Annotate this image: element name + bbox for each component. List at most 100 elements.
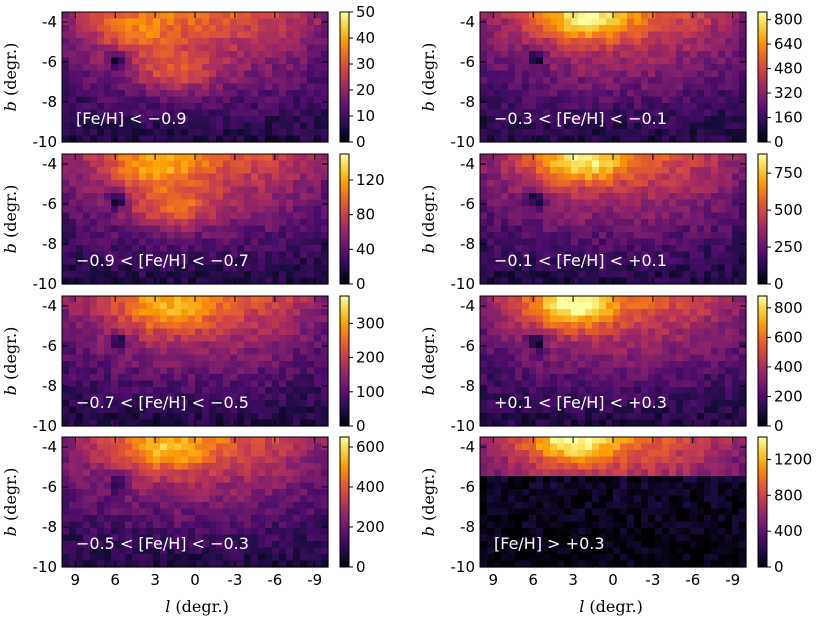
heatmap-cell <box>522 51 530 59</box>
heatmap-cell <box>494 25 502 33</box>
heatmap-cell <box>230 554 238 562</box>
heatmap-cell <box>683 154 691 162</box>
heatmap-cell <box>592 31 600 39</box>
heatmap-cell <box>69 154 77 162</box>
heatmap-cell <box>725 167 733 175</box>
panel-metallicity-label: [Fe/H] < −0.9 <box>76 109 187 128</box>
heatmap-cell <box>634 315 642 323</box>
heatmap-cell <box>522 25 530 33</box>
heatmap-cell <box>307 129 315 137</box>
heatmap-cell <box>293 116 301 124</box>
heatmap-cell <box>258 547 266 555</box>
heatmap-cell <box>739 173 747 181</box>
heatmap-cell <box>321 238 329 246</box>
heatmap-cell <box>265 315 273 323</box>
heatmap-cell <box>244 508 252 516</box>
heatmap-cell <box>571 186 579 194</box>
heatmap-cell <box>104 341 112 349</box>
heatmap-cell <box>286 406 294 414</box>
heatmap-cell <box>571 12 579 20</box>
heatmap-cell <box>732 193 740 201</box>
heatmap-cell <box>515 38 523 46</box>
heatmap-cell <box>634 109 642 117</box>
heatmap-cell <box>627 302 635 310</box>
heatmap-cell <box>167 109 175 117</box>
heatmap-cell <box>202 186 210 194</box>
heatmap-cell <box>669 232 677 240</box>
heatmap-cell <box>739 25 747 33</box>
heatmap-cell <box>97 547 105 555</box>
heatmap-cell <box>111 77 119 85</box>
heatmap-cell <box>279 309 287 317</box>
heatmap-cell <box>557 315 565 323</box>
heatmap-cell <box>529 315 537 323</box>
heatmap-cell <box>209 315 217 323</box>
heatmap-cell <box>578 129 586 137</box>
heatmap-cell <box>69 219 77 227</box>
heatmap-cell <box>571 302 579 310</box>
heatmap-cell <box>111 495 119 503</box>
heatmap-cell <box>118 180 126 188</box>
heatmap-cell <box>118 380 126 388</box>
heatmap-cell <box>718 18 726 26</box>
heatmap-cell <box>314 51 322 59</box>
heatmap-cell <box>167 251 175 259</box>
heatmap-cell <box>293 296 301 304</box>
heatmap-cell <box>83 302 91 310</box>
heatmap-cell <box>627 38 635 46</box>
heatmap-cell <box>132 122 140 130</box>
heatmap-cell <box>62 167 70 175</box>
heatmap-cell <box>251 57 259 65</box>
heatmap-cell <box>571 206 579 214</box>
heatmap-cell <box>321 482 329 490</box>
heatmap-cell <box>174 328 182 336</box>
heatmap-cell <box>230 341 238 349</box>
heatmap-cell <box>139 419 147 427</box>
heatmap-cell <box>494 238 502 246</box>
heatmap-cell <box>508 232 516 240</box>
heatmap-cell <box>571 193 579 201</box>
heatmap-cell <box>237 367 245 375</box>
heatmap-cell <box>160 296 168 304</box>
heatmap-cell <box>711 277 719 285</box>
heatmap-cell <box>529 44 537 52</box>
heatmap-cell <box>564 64 572 72</box>
heatmap-cell <box>223 212 231 220</box>
heatmap-cell <box>515 51 523 59</box>
heatmap-cell <box>718 103 726 111</box>
heatmap-cell <box>202 193 210 201</box>
heatmap-cell <box>669 219 677 227</box>
heatmap-cell <box>279 521 287 529</box>
heatmap-cell <box>216 12 224 20</box>
heatmap-cell <box>195 315 203 323</box>
heatmap-cell <box>307 64 315 72</box>
heatmap-cell <box>690 315 698 323</box>
heatmap-cell <box>244 193 252 201</box>
heatmap-cell <box>76 109 84 117</box>
heatmap-cell <box>181 534 189 542</box>
heatmap-cell <box>655 199 663 207</box>
heatmap-cell <box>564 83 572 91</box>
heatmap-cell <box>272 387 280 395</box>
heatmap-cell <box>662 64 670 72</box>
heatmap-cell <box>676 57 684 65</box>
heatmap-cell <box>97 413 105 421</box>
heatmap-cell <box>251 116 259 124</box>
heatmap-cell <box>202 103 210 111</box>
heatmap-cell <box>732 70 740 78</box>
heatmap-cell <box>286 44 294 52</box>
heatmap-cell <box>104 400 112 408</box>
heatmap-cell <box>139 489 147 497</box>
heatmap-cell <box>300 167 308 175</box>
heatmap-cell <box>251 541 259 549</box>
heatmap-cell <box>97 560 105 568</box>
heatmap-cell <box>704 277 712 285</box>
heatmap-cell <box>300 180 308 188</box>
heatmap-cell <box>202 38 210 46</box>
heatmap-cell <box>564 251 572 259</box>
heatmap-cell <box>272 528 280 536</box>
heatmap-cell <box>69 463 77 471</box>
heatmap-cell <box>543 51 551 59</box>
heatmap-cell <box>529 57 537 65</box>
heatmap-cell <box>293 380 301 388</box>
